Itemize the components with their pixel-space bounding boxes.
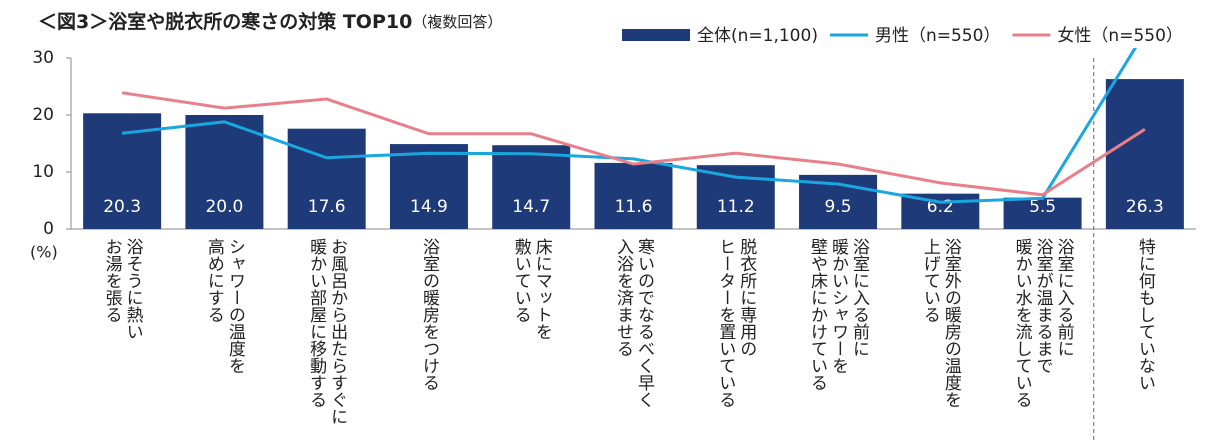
line-group bbox=[121, 48, 1137, 204]
value-label: 11.6 bbox=[615, 197, 653, 217]
x-tick-label: 特に何もしていない bbox=[1135, 238, 1156, 391]
x-tick-label: お湯を張る bbox=[102, 238, 123, 323]
x-tick-label: 上げている bbox=[920, 238, 941, 323]
bar bbox=[185, 115, 264, 229]
x-tick-label: 壁や床にかけている bbox=[807, 238, 828, 391]
value-label: 5.5 bbox=[1029, 197, 1056, 217]
x-tick-label: 暖かいシャワーを bbox=[828, 238, 848, 374]
x-tick-label: 浴室に入る前に bbox=[1054, 238, 1075, 357]
value-label: 11.2 bbox=[717, 197, 755, 217]
value-label: 20.0 bbox=[205, 197, 243, 217]
line-group bbox=[121, 91, 1146, 197]
x-tick-label: 脱衣所に専用の bbox=[736, 238, 757, 357]
x-tick-label: 暖かい部屋に移動する bbox=[306, 238, 327, 408]
title: ＜図3＞浴室や脱衣所の寒さの対策 TOP10 bbox=[38, 10, 412, 33]
legend-label: 女性（n=550） bbox=[1057, 26, 1182, 46]
value-label: 17.6 bbox=[308, 197, 346, 217]
y-unit: (%) bbox=[30, 243, 58, 262]
bar bbox=[1003, 197, 1082, 229]
x-tick-label: 暖かい水を流している bbox=[1012, 238, 1032, 408]
x-tick-label: シャワーの温度を bbox=[225, 238, 246, 374]
chart-title: ＜図3＞浴室や脱衣所の寒さの対策 TOP10（複数回答） bbox=[38, 10, 502, 33]
legend-label: 男性（n=550） bbox=[875, 26, 1000, 46]
y-tick-label: 20 bbox=[32, 105, 54, 125]
line bbox=[121, 91, 1146, 197]
legend-swatch bbox=[622, 29, 690, 41]
value-label: 14.7 bbox=[512, 197, 550, 217]
value-label: 26.3 bbox=[1126, 197, 1164, 217]
y-tick-label: 10 bbox=[32, 162, 54, 182]
line bbox=[121, 48, 1137, 204]
value-label: 20.3 bbox=[103, 197, 141, 217]
y-tick-label: 0 bbox=[43, 219, 54, 239]
x-tick-label: 入浴を済ませる bbox=[613, 238, 634, 357]
x-tick-label: 浴室外の暖房の温度を bbox=[941, 238, 962, 408]
x-tick-label: 浴そうに熱い bbox=[123, 238, 144, 340]
x-tick-label: ヒーターを置いている bbox=[715, 238, 736, 408]
y-tick-label: 30 bbox=[32, 48, 54, 68]
x-tick-label: 寒いのでなるべく早く bbox=[634, 238, 655, 408]
bar bbox=[901, 193, 980, 229]
bar bbox=[594, 162, 673, 229]
x-tick-label: 高めにする bbox=[204, 238, 224, 323]
x-tick-label: 床にマットを bbox=[532, 238, 553, 340]
x-tick-label: 敷いている bbox=[511, 238, 532, 323]
x-tick-label: 浴室に入る前に bbox=[849, 238, 870, 357]
x-tick-label: 浴室の暖房をつける bbox=[419, 238, 440, 391]
x-tick-label: お風呂から出たらすぐに bbox=[327, 238, 348, 425]
bar bbox=[389, 144, 468, 229]
subtitle: （複数回答） bbox=[412, 13, 502, 31]
bar bbox=[287, 128, 366, 229]
value-label: 9.5 bbox=[825, 197, 852, 217]
bar bbox=[1105, 79, 1184, 229]
legend-label: 全体(n=1,100) bbox=[697, 26, 818, 46]
bar bbox=[492, 145, 571, 229]
value-label: 14.9 bbox=[410, 197, 448, 217]
x-tick-label: 浴室が温まるまで bbox=[1033, 238, 1054, 374]
